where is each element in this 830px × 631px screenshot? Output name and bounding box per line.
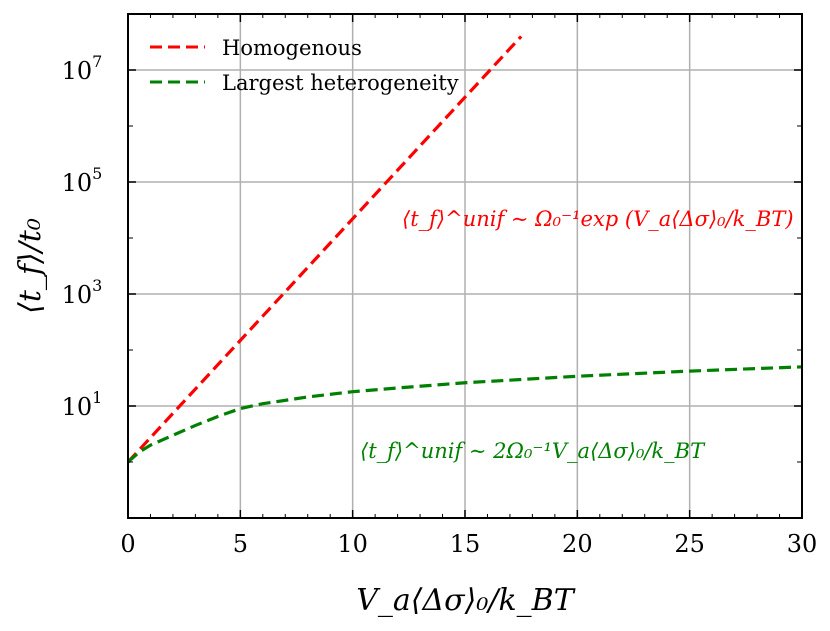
y-tick-exponent: 5	[92, 164, 102, 183]
y-tick-base: 10	[62, 393, 93, 421]
legend-label-heterogeneity: Largest heterogeneity	[222, 71, 459, 95]
x-tick-label: 5	[233, 530, 248, 558]
y-tick-base: 10	[62, 281, 93, 309]
x-tick-label: 10	[337, 530, 368, 558]
x-axis-label: V_a⟨Δσ⟩₀/k_BT	[356, 583, 575, 618]
legend: Homogenous Largest heterogeneity	[150, 36, 459, 95]
y-tick-base: 10	[62, 169, 93, 197]
y-tick-exponent: 1	[92, 388, 102, 407]
y-tick-exponent: 7	[92, 52, 102, 71]
series-group	[126, 35, 803, 464]
y-tick-label: 103	[62, 276, 103, 309]
y-tick-base: 10	[62, 57, 93, 85]
series-line-1	[126, 365, 803, 464]
x-tick-label: 0	[120, 530, 135, 558]
series-line-0	[126, 35, 523, 464]
x-tick-label: 30	[787, 530, 818, 558]
tick-marks	[127, 13, 803, 519]
x-tick-label: 25	[674, 530, 705, 558]
annotation-homogenous-formula: ⟨t_f⟩^unif ∼ Ω₀⁻¹exp (V_a⟨Δσ⟩₀/k_BT)	[402, 207, 794, 231]
x-tick-label: 20	[562, 530, 593, 558]
y-tick-label: 105	[62, 164, 103, 197]
y-axis-label: ⟨t_f⟩/t₀	[13, 218, 48, 314]
y-tick-label: 107	[62, 52, 103, 85]
x-tick-labels: 0 5 10 15 20 25 30	[120, 530, 817, 558]
y-tick-exponent: 3	[92, 276, 102, 295]
x-tick-label: 15	[450, 530, 481, 558]
legend-label-homogenous: Homogenous	[222, 36, 362, 60]
y-tick-label: 101	[62, 388, 103, 421]
annotation-heterogeneity-formula: ⟨t_f⟩^unif ∼ 2Ω₀⁻¹V_a⟨Δσ⟩₀/k_BT	[360, 439, 706, 463]
